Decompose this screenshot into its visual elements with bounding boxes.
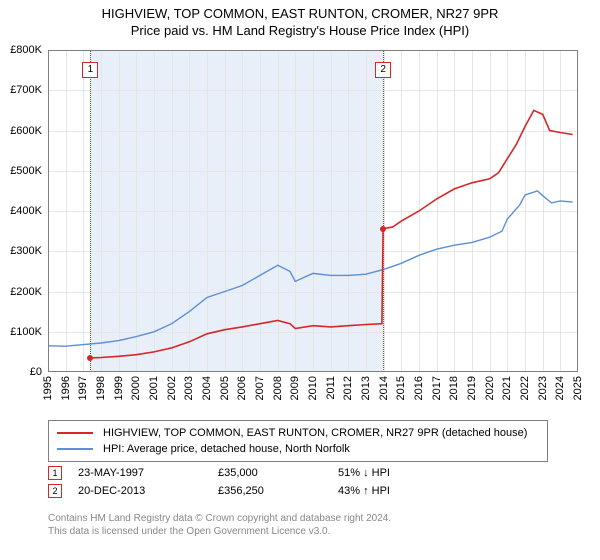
x-tick-label: 2018 — [448, 376, 460, 400]
x-tick-label: 1995 — [42, 376, 54, 400]
y-tick-label: £0 — [0, 366, 42, 378]
transaction-delta: 51% ↓ HPI — [338, 467, 458, 479]
attribution: Contains HM Land Registry data © Crown c… — [48, 512, 391, 538]
x-tick-label: 2024 — [554, 376, 566, 400]
x-tick-label: 1996 — [60, 376, 72, 400]
transaction-marker: 2 — [48, 484, 62, 498]
x-tick-label: 2003 — [183, 376, 195, 400]
plot-border — [48, 50, 578, 372]
x-tick-label: 1999 — [113, 376, 125, 400]
x-tick-label: 2011 — [325, 376, 337, 400]
x-tick-label: 2022 — [519, 376, 531, 400]
x-tick-label: 2019 — [466, 376, 478, 400]
transaction-price: £35,000 — [218, 467, 338, 479]
attribution-line-1: Contains HM Land Registry data © Crown c… — [48, 512, 391, 525]
y-tick-label: £700K — [0, 84, 42, 96]
x-tick-label: 2023 — [537, 376, 549, 400]
x-tick-label: 2009 — [289, 376, 301, 400]
x-tick-label: 2015 — [395, 376, 407, 400]
y-tick-label: £200K — [0, 286, 42, 298]
x-tick-label: 2013 — [360, 376, 372, 400]
legend-row: HPI: Average price, detached house, Nort… — [57, 441, 539, 457]
x-tick-label: 2007 — [254, 376, 266, 400]
transaction-marker: 1 — [48, 466, 62, 480]
legend: HIGHVIEW, TOP COMMON, EAST RUNTON, CROME… — [48, 420, 548, 462]
x-tick-label: 2025 — [572, 376, 584, 400]
legend-swatch — [57, 448, 93, 450]
chart-plot-area: 12 £0£100K£200K£300K£400K£500K£600K£700K… — [48, 50, 578, 372]
x-tick-label: 2000 — [130, 376, 142, 400]
x-tick-label: 2002 — [166, 376, 178, 400]
legend-label: HPI: Average price, detached house, Nort… — [103, 443, 350, 455]
y-tick-label: £800K — [0, 44, 42, 56]
x-tick-label: 1998 — [95, 376, 107, 400]
y-tick-label: £400K — [0, 205, 42, 217]
x-tick-label: 2021 — [501, 376, 513, 400]
x-tick-label: 2005 — [219, 376, 231, 400]
x-tick-label: 2001 — [148, 376, 160, 400]
transaction-row: 1 23-MAY-1997£35,00051% ↓ HPI — [48, 464, 458, 482]
transaction-price: £356,250 — [218, 485, 338, 497]
chart-title: HIGHVIEW, TOP COMMON, EAST RUNTON, CROME… — [0, 0, 600, 40]
x-tick-label: 2010 — [307, 376, 319, 400]
y-tick-label: £600K — [0, 125, 42, 137]
x-tick-label: 2017 — [431, 376, 443, 400]
x-tick-label: 2008 — [272, 376, 284, 400]
transaction-date: 20-DEC-2013 — [78, 485, 218, 497]
x-tick-label: 2004 — [201, 376, 213, 400]
y-tick-label: £100K — [0, 326, 42, 338]
x-tick-label: 2014 — [378, 376, 390, 400]
legend-row: HIGHVIEW, TOP COMMON, EAST RUNTON, CROME… — [57, 425, 539, 441]
legend-label: HIGHVIEW, TOP COMMON, EAST RUNTON, CROME… — [103, 427, 527, 439]
x-tick-label: 2020 — [484, 376, 496, 400]
transactions-table: 1 23-MAY-1997£35,00051% ↓ HPI 2 20-DEC-2013… — [48, 464, 458, 500]
x-tick-label: 1997 — [77, 376, 89, 400]
transaction-delta: 43% ↑ HPI — [338, 485, 458, 497]
transaction-date: 23-MAY-1997 — [78, 467, 218, 479]
y-tick-label: £500K — [0, 165, 42, 177]
x-tick-label: 2012 — [342, 376, 354, 400]
title-line-2: Price paid vs. HM Land Registry's House … — [0, 23, 600, 40]
attribution-line-2: This data is licensed under the Open Gov… — [48, 525, 391, 538]
x-tick-label: 2006 — [236, 376, 248, 400]
y-tick-label: £300K — [0, 245, 42, 257]
x-tick-label: 2016 — [413, 376, 425, 400]
legend-swatch — [57, 432, 93, 434]
title-line-1: HIGHVIEW, TOP COMMON, EAST RUNTON, CROME… — [0, 6, 600, 23]
transaction-row: 2 20-DEC-2013£356,25043% ↑ HPI — [48, 482, 458, 500]
